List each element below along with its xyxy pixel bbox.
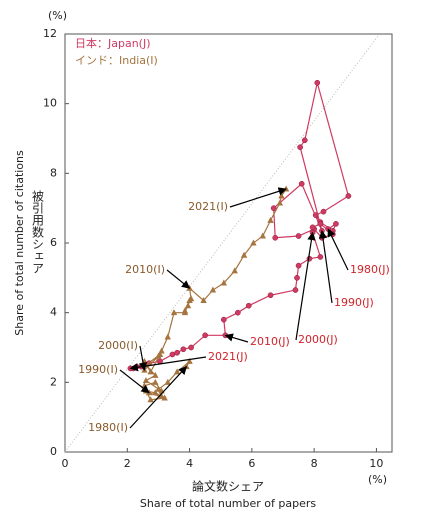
point <box>317 220 324 227</box>
point <box>155 385 162 392</box>
point <box>270 205 277 212</box>
x-label-en: Share of total number of papers <box>140 497 317 510</box>
point <box>267 292 274 299</box>
point <box>170 309 178 316</box>
y-tick-label: 8 <box>50 166 57 179</box>
point <box>314 79 321 86</box>
point <box>325 226 332 232</box>
point <box>152 389 159 396</box>
point <box>317 254 324 260</box>
point <box>174 349 180 356</box>
annotation: 1990(J) <box>334 296 374 309</box>
x-unit: (%) <box>368 473 387 486</box>
point <box>188 344 194 351</box>
point <box>294 274 300 281</box>
point <box>220 279 228 286</box>
annotation-arrow <box>166 269 191 289</box>
legend-entry: 日本：Japan(J) <box>75 36 151 50</box>
point <box>180 346 187 353</box>
plot-area <box>64 33 393 453</box>
y-label: 被引用数シェア <box>31 190 45 274</box>
annotation: 2010(J) <box>250 335 290 348</box>
point <box>320 208 327 215</box>
point <box>312 212 319 218</box>
y-label-en: Share of total number of citations <box>13 150 26 336</box>
point <box>186 357 193 364</box>
point <box>200 296 207 303</box>
point <box>158 392 165 399</box>
point <box>209 286 217 293</box>
x-tick-label: 4 <box>186 457 193 470</box>
point <box>297 144 303 151</box>
point <box>295 262 302 269</box>
x-tick-label: 0 <box>62 457 69 470</box>
point <box>301 137 308 144</box>
legend-entry: インド：India(I) <box>75 54 158 67</box>
point <box>267 216 274 223</box>
annotation-arrow <box>295 231 316 341</box>
x-tick-label: 2 <box>124 457 131 470</box>
annotation: 2021(J) <box>208 350 248 363</box>
x-tick-label: 8 <box>311 457 318 470</box>
y-tick-label: 12 <box>43 27 57 40</box>
annotation-arrow <box>138 345 148 371</box>
point <box>306 255 313 262</box>
point <box>333 220 339 227</box>
point <box>234 309 241 316</box>
x-label: 論文数シェア <box>192 479 264 494</box>
annotation: 2010(I) <box>125 263 165 276</box>
y-tick-label: 10 <box>43 97 57 110</box>
annotation-arrow <box>224 333 249 343</box>
point <box>276 199 284 206</box>
point <box>345 193 352 199</box>
annotation: 1990(I) <box>78 363 118 376</box>
point <box>158 347 165 354</box>
point <box>147 396 154 403</box>
point <box>292 287 299 293</box>
point <box>250 239 257 246</box>
point <box>202 332 208 339</box>
annotation: 2000(J) <box>298 333 338 346</box>
annotation: 2021(I) <box>188 200 228 213</box>
y-tick-label: 4 <box>50 306 57 319</box>
point <box>295 233 302 239</box>
annotation: 1980(I) <box>88 421 128 434</box>
y-tick-label: 6 <box>50 236 57 249</box>
point <box>152 378 159 385</box>
annotation-arrow <box>318 229 333 304</box>
y-unit: (%) <box>48 9 67 22</box>
point <box>272 234 279 241</box>
annotation: 2000(I) <box>98 339 138 352</box>
point <box>164 378 171 385</box>
point <box>152 371 159 378</box>
point <box>240 251 248 258</box>
y-tick-label: 0 <box>50 445 57 458</box>
point <box>184 302 192 309</box>
point <box>231 267 238 274</box>
x-tick-label: 6 <box>248 457 255 470</box>
annotation-arrow <box>119 369 150 394</box>
point <box>309 224 316 231</box>
point <box>147 368 154 375</box>
point <box>259 232 266 239</box>
point <box>161 394 168 401</box>
point <box>155 352 162 359</box>
annotation-arrow <box>129 366 188 429</box>
point <box>220 316 227 323</box>
point <box>181 307 189 314</box>
point <box>278 192 285 199</box>
x-tick-label: 10 <box>369 457 383 470</box>
point <box>164 333 171 340</box>
reference-line <box>64 33 380 453</box>
point <box>142 377 150 384</box>
point <box>169 351 176 358</box>
y-tick-label: 2 <box>50 375 57 388</box>
point <box>245 302 252 309</box>
point <box>298 180 305 187</box>
annotation-arrow <box>327 228 349 271</box>
point <box>187 295 195 302</box>
annotation: 1980(J) <box>350 263 390 276</box>
annotation-arrow <box>229 187 287 208</box>
